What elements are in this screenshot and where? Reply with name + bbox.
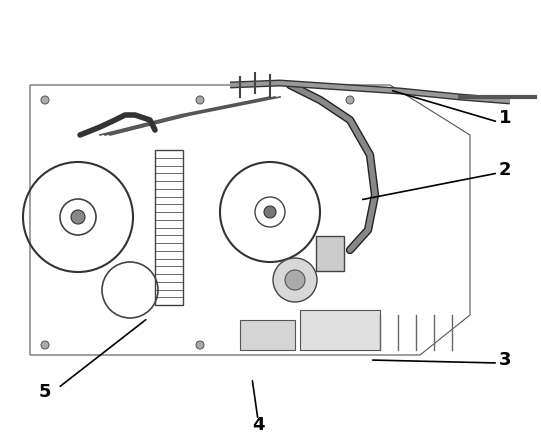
Circle shape [264, 206, 276, 218]
Bar [240, 320, 295, 350]
Text: 3: 3 [499, 351, 511, 369]
Circle shape [273, 258, 317, 302]
Circle shape [196, 96, 204, 104]
Text: 2: 2 [499, 161, 511, 179]
Bar [300, 310, 380, 350]
Text: 1: 1 [499, 109, 511, 127]
Circle shape [41, 341, 49, 349]
Circle shape [41, 96, 49, 104]
Bar [316, 236, 344, 271]
Text: 5: 5 [39, 383, 51, 401]
Circle shape [285, 270, 305, 290]
Circle shape [346, 96, 354, 104]
Text: 4: 4 [252, 416, 264, 434]
Circle shape [346, 341, 354, 349]
Bar [155, 150, 183, 305]
Circle shape [196, 341, 204, 349]
Circle shape [71, 210, 85, 224]
